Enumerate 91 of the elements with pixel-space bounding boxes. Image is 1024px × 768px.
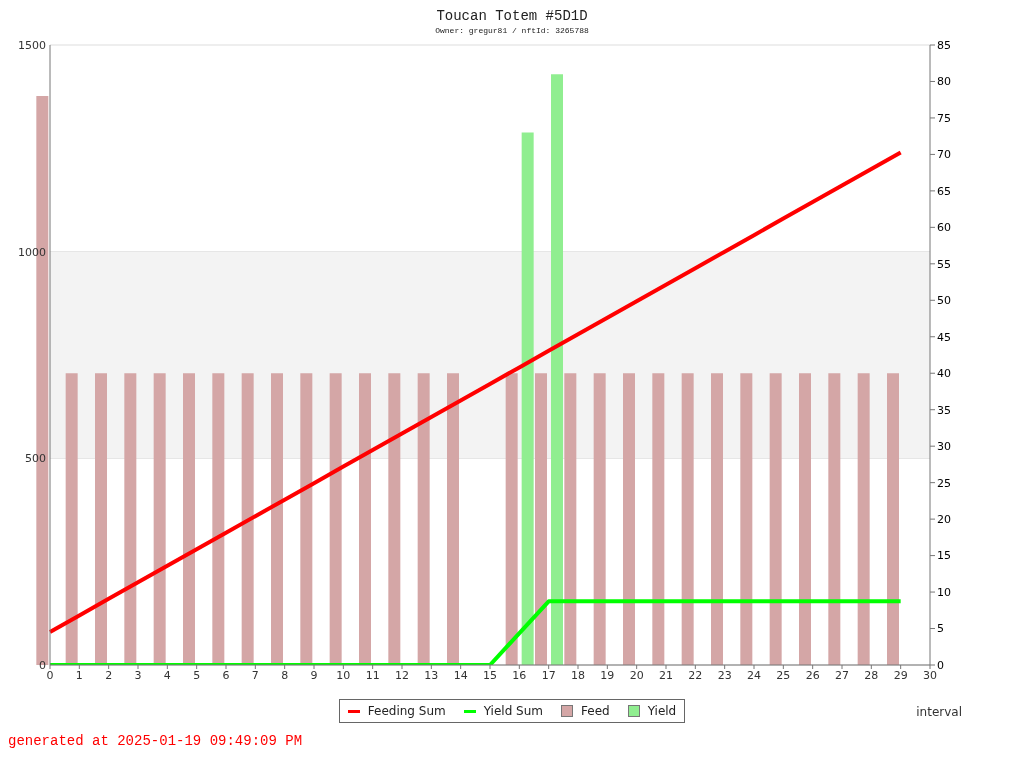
x-tick-label: 20 bbox=[629, 668, 644, 682]
x-tick-label: 26 bbox=[805, 668, 820, 682]
x-tick-label: 14 bbox=[453, 668, 468, 682]
bar bbox=[95, 373, 107, 665]
legend-label: Feeding Sum bbox=[366, 704, 446, 718]
x-tick-label: 1 bbox=[75, 668, 83, 682]
line-series bbox=[48, 150, 903, 634]
y2-tick-label: 55 bbox=[937, 257, 951, 271]
bar bbox=[183, 373, 195, 665]
x-tick-label: 11 bbox=[365, 668, 380, 682]
bar bbox=[623, 373, 635, 665]
x-tick-label: 22 bbox=[688, 668, 703, 682]
bar bbox=[593, 373, 606, 665]
x-tick-label: 12 bbox=[395, 668, 409, 682]
x-tick-label: 29 bbox=[893, 668, 908, 682]
y2-tick-label: 50 bbox=[937, 294, 951, 308]
x-tick-label: 30 bbox=[923, 668, 937, 682]
x-tick-label: 16 bbox=[512, 668, 527, 682]
bar bbox=[359, 373, 371, 665]
bar bbox=[769, 373, 782, 665]
y-tick-label: 500 bbox=[25, 452, 46, 466]
legend-label: Yield bbox=[646, 704, 677, 718]
y-tick-label: 1000 bbox=[18, 245, 46, 259]
x-tick-label: 27 bbox=[835, 668, 849, 682]
x-tick-label: 15 bbox=[483, 668, 497, 682]
x-tick-label: 6 bbox=[222, 668, 230, 682]
y2-tick-label: 40 bbox=[937, 367, 951, 381]
y-tick-label: 1500 bbox=[18, 38, 46, 52]
bar bbox=[329, 373, 342, 665]
x-tick-label: 18 bbox=[571, 668, 585, 682]
chart-title: Toucan Totem #5D1D bbox=[435, 8, 589, 24]
x-tick-label: 23 bbox=[717, 668, 732, 682]
bar bbox=[241, 373, 254, 665]
x-tick-label: 28 bbox=[864, 668, 879, 682]
x-tick-label: 19 bbox=[600, 668, 615, 682]
y2-tick-label: 75 bbox=[937, 111, 951, 125]
x-tick-label: 21 bbox=[659, 668, 673, 682]
bar bbox=[711, 373, 723, 665]
x-tick-label: 2 bbox=[105, 668, 113, 682]
legend-label: Feed bbox=[580, 704, 610, 718]
x-axis-title: interval bbox=[916, 705, 962, 719]
x-tick-label: 7 bbox=[251, 668, 259, 682]
legend-label: Yield Sum bbox=[482, 704, 543, 718]
y2-tick-label: 15 bbox=[937, 549, 951, 563]
y2-tick-label: 80 bbox=[937, 75, 951, 89]
y2-tick-label: 35 bbox=[937, 403, 951, 417]
y2-tick-label: 25 bbox=[937, 476, 951, 490]
y-tick-label: 0 bbox=[39, 658, 46, 672]
x-tick-label: 8 bbox=[281, 668, 289, 682]
x-tick-label: 5 bbox=[193, 668, 201, 682]
bar bbox=[535, 373, 547, 665]
x-tick-label: 9 bbox=[310, 668, 318, 682]
bar bbox=[521, 132, 534, 665]
bar bbox=[681, 373, 694, 665]
x-tick-label: 24 bbox=[747, 668, 761, 682]
bar bbox=[124, 373, 137, 665]
bar bbox=[740, 373, 753, 665]
y2-tick-label: 30 bbox=[937, 440, 951, 454]
y2-tick-label: 20 bbox=[937, 513, 951, 527]
x-tick-label: 17 bbox=[541, 668, 556, 682]
chart-subtitle: Owner: gregur81 / nftId: 3265788 bbox=[434, 26, 590, 35]
bar bbox=[65, 373, 78, 665]
bar bbox=[652, 373, 665, 665]
bar bbox=[388, 373, 401, 665]
bar bbox=[857, 373, 870, 665]
y2-tick-label: 5 bbox=[937, 622, 944, 636]
bar bbox=[564, 373, 577, 665]
x-tick-label: 25 bbox=[776, 668, 791, 682]
bar bbox=[551, 74, 563, 665]
y2-tick-label: 0 bbox=[937, 658, 944, 672]
bar bbox=[271, 373, 283, 665]
text: generated at 2025-01-19 09:49:09 PM bbox=[8, 733, 304, 749]
bar bbox=[887, 373, 899, 665]
bar bbox=[300, 373, 313, 665]
x-tick-label: 13 bbox=[424, 668, 439, 682]
bar bbox=[505, 373, 518, 665]
bar bbox=[153, 373, 166, 665]
x-tick-label: 3 bbox=[134, 668, 142, 682]
bar bbox=[417, 373, 430, 665]
bar bbox=[447, 373, 459, 665]
y2-tick-label: 10 bbox=[937, 585, 951, 599]
y2-tick-label: 85 bbox=[937, 38, 951, 52]
y2-tick-label: 70 bbox=[937, 148, 951, 162]
y2-tick-label: 65 bbox=[937, 184, 951, 198]
x-tick-label: 10 bbox=[336, 668, 351, 682]
x-tick-label: 4 bbox=[163, 668, 171, 682]
bar bbox=[828, 373, 841, 665]
y2-tick-label: 60 bbox=[937, 221, 951, 235]
bar bbox=[799, 373, 811, 665]
y2-tick-label: 45 bbox=[937, 330, 951, 344]
bar bbox=[212, 373, 225, 665]
